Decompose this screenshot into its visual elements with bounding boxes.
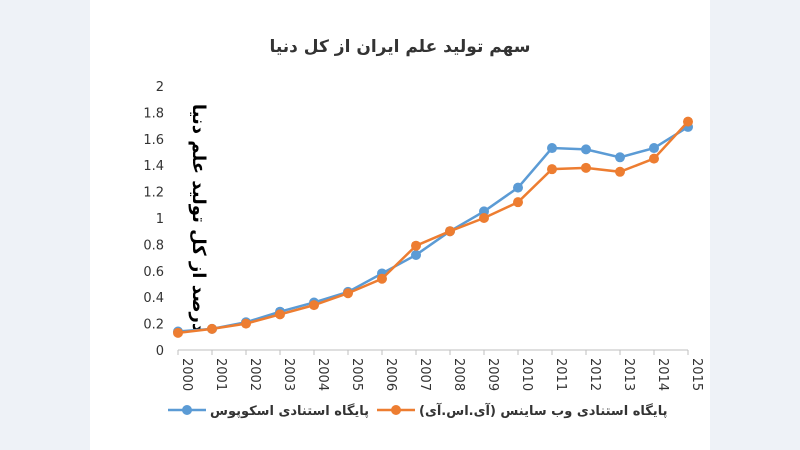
data-point [513, 197, 523, 208]
line-chart: سهم تولید علم ایران از کل دنیا درصد از ک… [143, 37, 704, 419]
legend-entry: پایگاه استنادی اسکوپوس [210, 403, 369, 419]
data-point [207, 323, 217, 334]
series-lines [173, 116, 693, 338]
y-tick-label: 1.4 [143, 159, 164, 174]
data-point [581, 144, 591, 155]
x-tick-label: 2006 [383, 358, 398, 391]
data-point [309, 300, 319, 311]
chart-card: سهم تولید علم ایران از کل دنیا درصد از ک… [90, 0, 710, 450]
data-point [513, 182, 523, 193]
y-axis-label: درصد از کل تولید علم دنیا [188, 104, 209, 332]
data-point [275, 309, 285, 320]
y-tick-label: 1.2 [143, 186, 164, 201]
x-tick-label: 2014 [655, 358, 670, 391]
y-tick-label: 1 [156, 212, 164, 227]
data-point [615, 166, 625, 177]
y-tick-label: 0.6 [143, 265, 164, 280]
data-point [683, 116, 693, 127]
data-point [479, 213, 489, 223]
x-tick-label: 2007 [417, 358, 432, 391]
x-tick-label: 2010 [519, 358, 534, 391]
data-point [241, 318, 251, 329]
y-tick-label: 1.8 [143, 106, 164, 121]
data-point [445, 226, 455, 237]
y-tick-label: 0 [156, 344, 164, 359]
x-tick-label: 2013 [621, 358, 636, 391]
x-tick-label: 2005 [349, 358, 364, 391]
series-line-1 [177, 120, 689, 335]
series-line-0 [177, 125, 689, 333]
x-tick-label: 2001 [213, 358, 228, 391]
data-point [411, 249, 421, 260]
data-point [173, 327, 183, 338]
x-tick-label: 2000 [179, 358, 194, 391]
data-point [649, 153, 659, 164]
y-tick-label: 0.8 [143, 238, 164, 253]
data-point [649, 143, 659, 154]
data-point [581, 162, 591, 173]
axes [177, 349, 689, 355]
x-tick-label: 2008 [451, 358, 466, 391]
x-tick-label: 2009 [485, 358, 500, 391]
x-tick-labels: 2000 2001 2002 2003 2004 2005 2006 2007 2008 2009… [179, 358, 704, 391]
y-tick-label: 0.4 [143, 291, 164, 306]
chart-title: سهم تولید علم ایران از کل دنیا [269, 37, 530, 57]
data-point [343, 288, 353, 299]
x-tick-label: 2011 [553, 358, 568, 391]
legend-marker [182, 405, 192, 415]
legend: پایگاه استنادی اسکوپوس پایگاه استنادی وب … [168, 402, 667, 419]
y-tick-label: 0.2 [143, 318, 164, 333]
y-tick-label: 1.6 [143, 133, 164, 148]
x-tick-label: 2015 [689, 358, 704, 391]
data-point [411, 240, 421, 251]
x-tick-label: 2012 [587, 358, 602, 391]
x-tick-label: 2002 [247, 358, 262, 391]
legend-entry: پایگاه استنادی وب ساینس (آی.اس.آی) [419, 402, 667, 419]
data-point [377, 273, 387, 284]
data-point [615, 152, 625, 163]
data-point [547, 164, 557, 175]
x-tick-label: 2004 [315, 358, 330, 391]
legend-marker [391, 405, 401, 415]
data-point [547, 143, 557, 154]
y-tick-label: 2 [156, 80, 164, 95]
x-tick-label: 2003 [281, 358, 296, 391]
y-tick-labels: 0 0.2 0.4 0.6 0.8 1 1.2 1.4 1.6 1.8 2 [143, 80, 164, 359]
